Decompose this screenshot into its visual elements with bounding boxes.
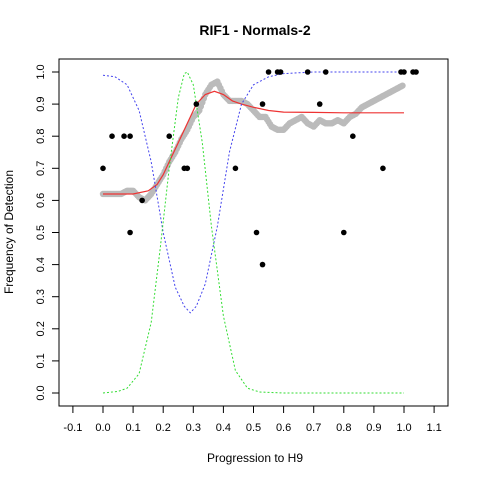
data-point — [232, 165, 239, 172]
data-point — [350, 133, 356, 139]
data-point — [259, 101, 266, 107]
data-points — [100, 69, 419, 268]
data-point — [166, 133, 173, 139]
data-point — [127, 133, 133, 139]
x-tick-label: 0.0 — [95, 422, 110, 434]
data-point — [341, 229, 347, 236]
x-tick-label: 0.6 — [276, 422, 291, 434]
x-tick-label: 1.1 — [426, 422, 441, 434]
y-axis-label: Frequency of Detection — [2, 170, 16, 294]
y-tick-label: 0.1 — [35, 353, 47, 368]
data-point — [139, 197, 145, 204]
green-dotted-curve — [102, 71, 404, 394]
data-point — [184, 165, 191, 172]
y-tick-label: 0.7 — [35, 161, 47, 176]
fit-curve — [103, 90, 404, 195]
data-point — [265, 69, 272, 75]
data-point — [316, 101, 323, 107]
data-point — [277, 69, 284, 75]
x-tick-label: 0.5 — [246, 422, 261, 434]
y-tick-label: 0.0 — [35, 385, 47, 400]
x-tick-label: 0.7 — [306, 422, 321, 434]
data-point — [127, 229, 133, 236]
data-point — [304, 69, 311, 75]
data-point — [193, 101, 200, 107]
x-tick-label: 0.1 — [125, 422, 140, 434]
data-point — [121, 133, 127, 139]
x-tick-label: 0.8 — [336, 422, 351, 434]
x-tick-label: 0.3 — [186, 422, 201, 434]
y-tick-label: 0.4 — [35, 257, 47, 272]
data-point — [100, 165, 106, 172]
x-tick-label: -0.1 — [63, 422, 82, 434]
y-axis: 0.0 0.1 0.2 0.3 0.4 0.5 0.6 0.7 0.8 0.9 1.0 — [35, 64, 59, 401]
x-axis: -0.1 0.0 0.1 0.2 0.3 0.4 0.5 0.6 0.7 0.8 0.9 1.0 1.1 — [63, 406, 442, 434]
data-point — [413, 69, 419, 75]
blue-dotted-curve — [102, 71, 404, 314]
x-axis-label: Progression to H9 — [207, 451, 303, 465]
y-tick-label: 0.5 — [35, 225, 47, 240]
x-tick-label: 0.4 — [216, 422, 231, 434]
y-tick-label: 0.6 — [35, 193, 47, 208]
y-tick-label: 0.2 — [35, 321, 47, 336]
data-point — [253, 229, 260, 236]
y-tick-label: 1.0 — [35, 64, 47, 79]
y-tick-label: 0.9 — [35, 96, 47, 111]
x-tick-label: 1.0 — [396, 422, 411, 434]
chart-title: RIF1 - Normals-2 — [199, 22, 310, 38]
x-tick-label: 0.2 — [156, 422, 171, 434]
smoothed-point — [399, 82, 406, 89]
data-point — [322, 69, 329, 75]
curves — [99, 71, 406, 394]
x-tick-label: 0.9 — [366, 422, 381, 434]
y-tick-label: 0.3 — [35, 289, 47, 304]
data-point — [401, 69, 407, 75]
y-tick-label: 0.8 — [35, 129, 47, 144]
data-point — [380, 165, 386, 172]
data-point — [259, 261, 266, 268]
data-point — [109, 133, 115, 139]
